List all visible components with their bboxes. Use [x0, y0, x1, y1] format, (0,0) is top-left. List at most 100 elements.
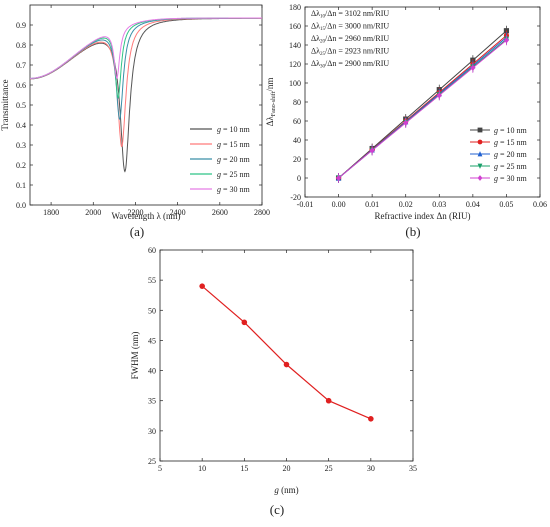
y-tick-label: 0.1 — [16, 181, 26, 190]
series-line — [338, 30, 507, 179]
series-line — [201, 285, 372, 420]
y-tick-label: 100 — [289, 79, 301, 88]
x-tick-label: 2800 — [254, 208, 270, 217]
y-tick-label: 0 — [297, 174, 301, 183]
x-axis-title: g (nm) — [274, 485, 298, 495]
y-tick-label: 80 — [293, 98, 301, 107]
y-tick-label: 20 — [293, 155, 301, 164]
y-tick-label: 120 — [289, 60, 301, 69]
y-tick-label: 140 — [289, 41, 301, 50]
legend-label: g = 30 nm — [217, 185, 251, 194]
series-line — [338, 39, 507, 179]
data-point — [335, 174, 342, 182]
data-point — [477, 163, 483, 169]
legend-label: g = 25 nm — [494, 162, 528, 171]
x-axis-title: Refractive index Δn (RIU) — [374, 211, 470, 221]
x-tick-label: 15 — [240, 464, 248, 473]
x-tick-label: 2000 — [85, 208, 101, 217]
y-axis-title: FWHM (nm) — [130, 332, 140, 380]
x-tick-label: 5 — [158, 464, 162, 473]
legend-label: g = 10 nm — [494, 126, 528, 135]
legend-label: g = 15 nm — [217, 140, 251, 149]
x-tick-label: 10 — [198, 464, 206, 473]
x-tick-label: 0.06 — [533, 200, 547, 209]
data-point — [325, 397, 332, 404]
x-tick-label: -0.01 — [297, 200, 314, 209]
legend-label: g = 15 nm — [494, 138, 528, 147]
data-point — [241, 319, 248, 326]
x-tick-label: 25 — [325, 464, 333, 473]
panel-label-b: (b) — [405, 224, 420, 239]
data-point — [470, 64, 476, 71]
y-tick-label: -20 — [290, 193, 301, 202]
y-tick-label: 180 — [289, 3, 301, 12]
panel-label-c: (c) — [270, 502, 284, 517]
sensitivity-annotation: Δλ20/Δn = 2960 nm/RIU — [311, 34, 389, 45]
y-axis-title: ΔλFano-shift/nm — [265, 78, 277, 127]
sensitivity-annotation: Δλ25/Δn = 2923 nm/RIU — [311, 47, 389, 58]
plot-frame — [159, 249, 414, 462]
data-point — [503, 37, 510, 44]
data-point — [369, 147, 375, 154]
y-tick-label: 55 — [148, 276, 156, 285]
data-point — [199, 283, 205, 289]
data-point — [368, 416, 374, 422]
x-axis-title: Wavelength λ (nm) — [111, 211, 180, 221]
x-tick-label: 1800 — [43, 208, 59, 217]
y-tick-label: 0.7 — [16, 61, 26, 70]
y-tick-label: 0.5 — [16, 101, 26, 110]
y-tick-label: 40 — [148, 367, 156, 376]
chart-panel-a: 1800 2000 2200 2400 2600 2800 0.0 0.1 0.2 0.3 0.4 0… — [0, 4, 270, 221]
sensitivity-annotation: Δλ15/Δn = 3000 nm/RIU — [311, 22, 389, 33]
y-tick-label: 0.4 — [16, 121, 26, 130]
data-point — [436, 92, 442, 99]
x-tick-label: 0.02 — [399, 200, 413, 209]
y-tick-label: 0.8 — [16, 41, 26, 50]
data-point — [283, 361, 290, 368]
y-tick-label: 25 — [148, 457, 156, 466]
sensitivity-annotation: Δλ30/Δn = 2900 nm/RIU — [311, 59, 389, 70]
y-tick-label: 0.0 — [16, 201, 26, 210]
legend-label: g = 20 nm — [494, 150, 528, 159]
x-tick-label: 2400 — [170, 208, 186, 217]
x-tick-label: 30 — [367, 464, 375, 473]
legend-label: g = 10 nm — [217, 125, 251, 134]
series-line — [30, 17, 262, 80]
x-tick-label: 0.03 — [432, 200, 446, 209]
y-axis-title: Transmittance — [0, 79, 10, 130]
x-tick-label: 0.00 — [332, 200, 346, 209]
x-tick-label: 2200 — [127, 208, 143, 217]
y-tick-label: 35 — [148, 397, 156, 406]
y-tick-label: 0.2 — [16, 161, 26, 170]
series-line — [30, 17, 262, 120]
y-tick-label: 45 — [148, 336, 156, 345]
y-tick-label: 60 — [293, 117, 301, 126]
x-tick-label: 0.01 — [365, 200, 379, 209]
y-tick-label: 0.3 — [16, 141, 26, 150]
legend-label: g = 30 nm — [494, 174, 528, 183]
data-point — [477, 127, 483, 133]
data-point — [477, 139, 483, 145]
y-tick-label: 0.9 — [16, 21, 26, 30]
data-point — [403, 119, 409, 126]
x-tick-label: 2600 — [212, 208, 228, 217]
legend-label: g = 25 nm — [217, 170, 251, 179]
panel-label-a: (a) — [130, 224, 144, 239]
y-tick-label: 30 — [148, 427, 156, 436]
x-tick-label: 0.04 — [466, 200, 480, 209]
x-tick-label: 0.05 — [499, 200, 513, 209]
data-point — [477, 151, 483, 157]
x-tick-label: 35 — [409, 464, 417, 473]
y-tick-label: 0.6 — [16, 81, 26, 90]
y-tick-label: 60 — [148, 246, 156, 255]
x-tick-label: 20 — [283, 464, 291, 473]
data-point — [477, 175, 483, 181]
y-tick-label: 50 — [148, 306, 156, 315]
sensitivity-annotation: Δλ10/Δn = 3102 nm/RIU — [311, 9, 389, 20]
chart-panel-c: 5 10 15 20 25 30 35 25 30 35 40 45 50 55 60 g (nm) FWHM … — [130, 246, 417, 495]
y-tick-label: 160 — [289, 22, 301, 31]
chart-panel-b: -0.01 0.00 0.01 0.02 0.03 0.04 0.05 0.06 -20 0 20 4… — [265, 3, 547, 221]
y-tick-label: 40 — [293, 136, 301, 145]
